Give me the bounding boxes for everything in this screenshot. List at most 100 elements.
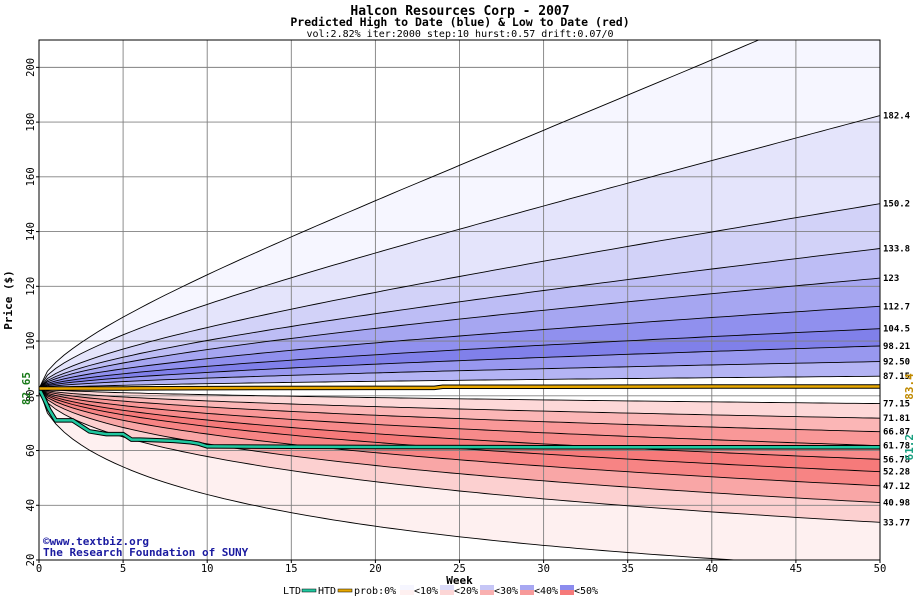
band-end-label: 104.5 [883,325,910,335]
watermark-owner: The Research Foundation of SUNY [43,546,249,559]
y-tick-label: 120 [25,277,37,296]
band-end-label: 87.15 [883,372,910,382]
band-end-label: 92.50 [883,358,910,368]
band-end-label: 66.87 [883,428,910,438]
band-end-label: 33.77 [883,518,910,528]
quantile-line [39,388,742,560]
y-tick-label: 80 [25,389,37,402]
band-end-label: 40.98 [883,499,910,509]
watermark: ©www.textbiz.org The Research Foundation… [43,535,249,559]
legend-prob-label: prob:0% [354,586,396,597]
htd-series [39,385,880,390]
quantile-line [39,388,880,523]
legend-swatch-low [440,590,454,595]
ltd-series [39,387,880,449]
band-end-label: 77.15 [883,400,910,410]
quantile-line [39,388,880,460]
x-tick-label: 35 [621,563,634,575]
band-end-label: 71.81 [883,414,910,424]
band-end-label: 112.7 [883,302,910,312]
band-end-label: 123 [883,274,899,284]
quantile-line [39,345,880,389]
y-tick-label: 40 [25,499,37,512]
low-band [39,388,880,460]
legend-item-label: <20% [454,586,478,597]
band-end-label: 150.2 [883,200,910,210]
quantile-line [39,115,880,389]
legend-swatch-high [400,585,414,590]
band-end-labels: 182.4 150.2 133.8 123 112.7 104.5 98.21 92.50 87… [883,112,916,529]
quantile-line [39,361,880,389]
legend-item-label: <10% [414,586,438,597]
quantile-line [39,305,880,389]
legend-htd-label: HTD [318,586,336,597]
y-tick-label: 60 [25,444,37,457]
x-tick-label: 50 [874,563,887,575]
axes: 0 5 10 15 20 25 30 35 40 45 50 20 40 60 80 100 120 140 160… [2,39,887,587]
quantile-line [39,277,880,389]
low-band [39,388,880,560]
y-tick-label: 20 [25,554,37,567]
y-tick-label: 160 [25,167,37,186]
quantile-line [39,388,880,487]
x-tick-label: 20 [369,563,382,575]
quantile-line [39,203,880,389]
x-tick-label: 5 [120,563,126,575]
x-tick-label: 25 [453,563,466,575]
legend-swatch-high [560,585,574,590]
band-end-label: 56.78 [883,455,910,465]
quantile-line [39,388,880,419]
legend-htd-swatch [337,588,353,593]
quantile-line [39,375,880,389]
x-tick-label: 0 [36,563,42,575]
chart-parameters: vol:2.82% iter:2000 step:10 hurst:0.57 d… [306,29,613,40]
ltd-end-label: 61.2 [903,434,916,461]
legend-swatch-high [520,585,534,590]
quantile-line [39,40,760,389]
plot-area [38,40,881,561]
band-end-label: 47.12 [883,482,910,492]
band-end-label: 98.21 [883,342,910,352]
legend-swatch-high [480,585,494,590]
band-end-label: 52.28 [883,468,910,478]
x-tick-label: 10 [201,563,214,575]
legend-item-label: <50% [574,586,598,597]
legend-item-label: <40% [534,586,558,597]
chart-title: Halcon Resources Corp - 2007 [350,4,569,19]
legend-swatch-low [400,590,414,595]
legend-swatch-high [440,585,454,590]
start-price-label: 82.65 [20,372,33,405]
legend-item-label: <30% [494,586,518,597]
y-tick-label: 140 [25,222,37,241]
quantile-line [39,388,880,405]
quantile-line [39,388,880,433]
htd-end-label: 83.4 [903,373,916,400]
legend-swatch-low [480,590,494,595]
quantile-line [39,388,880,504]
y-axis-label: Price ($) [2,270,15,330]
y-tick-label: 100 [25,332,37,351]
y-tick-label: 200 [25,58,37,77]
watermark-site: ©www.textbiz.org [43,535,149,548]
chart-header: Halcon Resources Corp - 2007 Predicted H… [290,4,629,40]
legend-swatch-low [560,590,574,595]
band-end-label: 182.4 [883,112,911,122]
band-end-label: 61.78 [883,442,910,452]
band-end-label: 133.8 [883,245,910,255]
legend-swatch-low [520,590,534,595]
quantile-line [39,328,880,389]
quantile-lines [39,40,880,560]
legend-ltd-label: LTD [283,586,301,597]
x-tick-label: 30 [537,563,550,575]
quantile-line [39,248,880,389]
y-tick-label: 180 [25,113,37,132]
x-axis-label: Week [446,574,473,587]
x-tick-label: 15 [285,563,298,575]
low-band [39,388,880,446]
x-tick-label: 45 [790,563,803,575]
legend-ltd-swatch [301,588,317,593]
quantile-line [39,388,880,447]
chart-subtitle: Predicted High to Date (blue) & Low to D… [290,15,629,29]
x-tick-label: 40 [705,563,718,575]
